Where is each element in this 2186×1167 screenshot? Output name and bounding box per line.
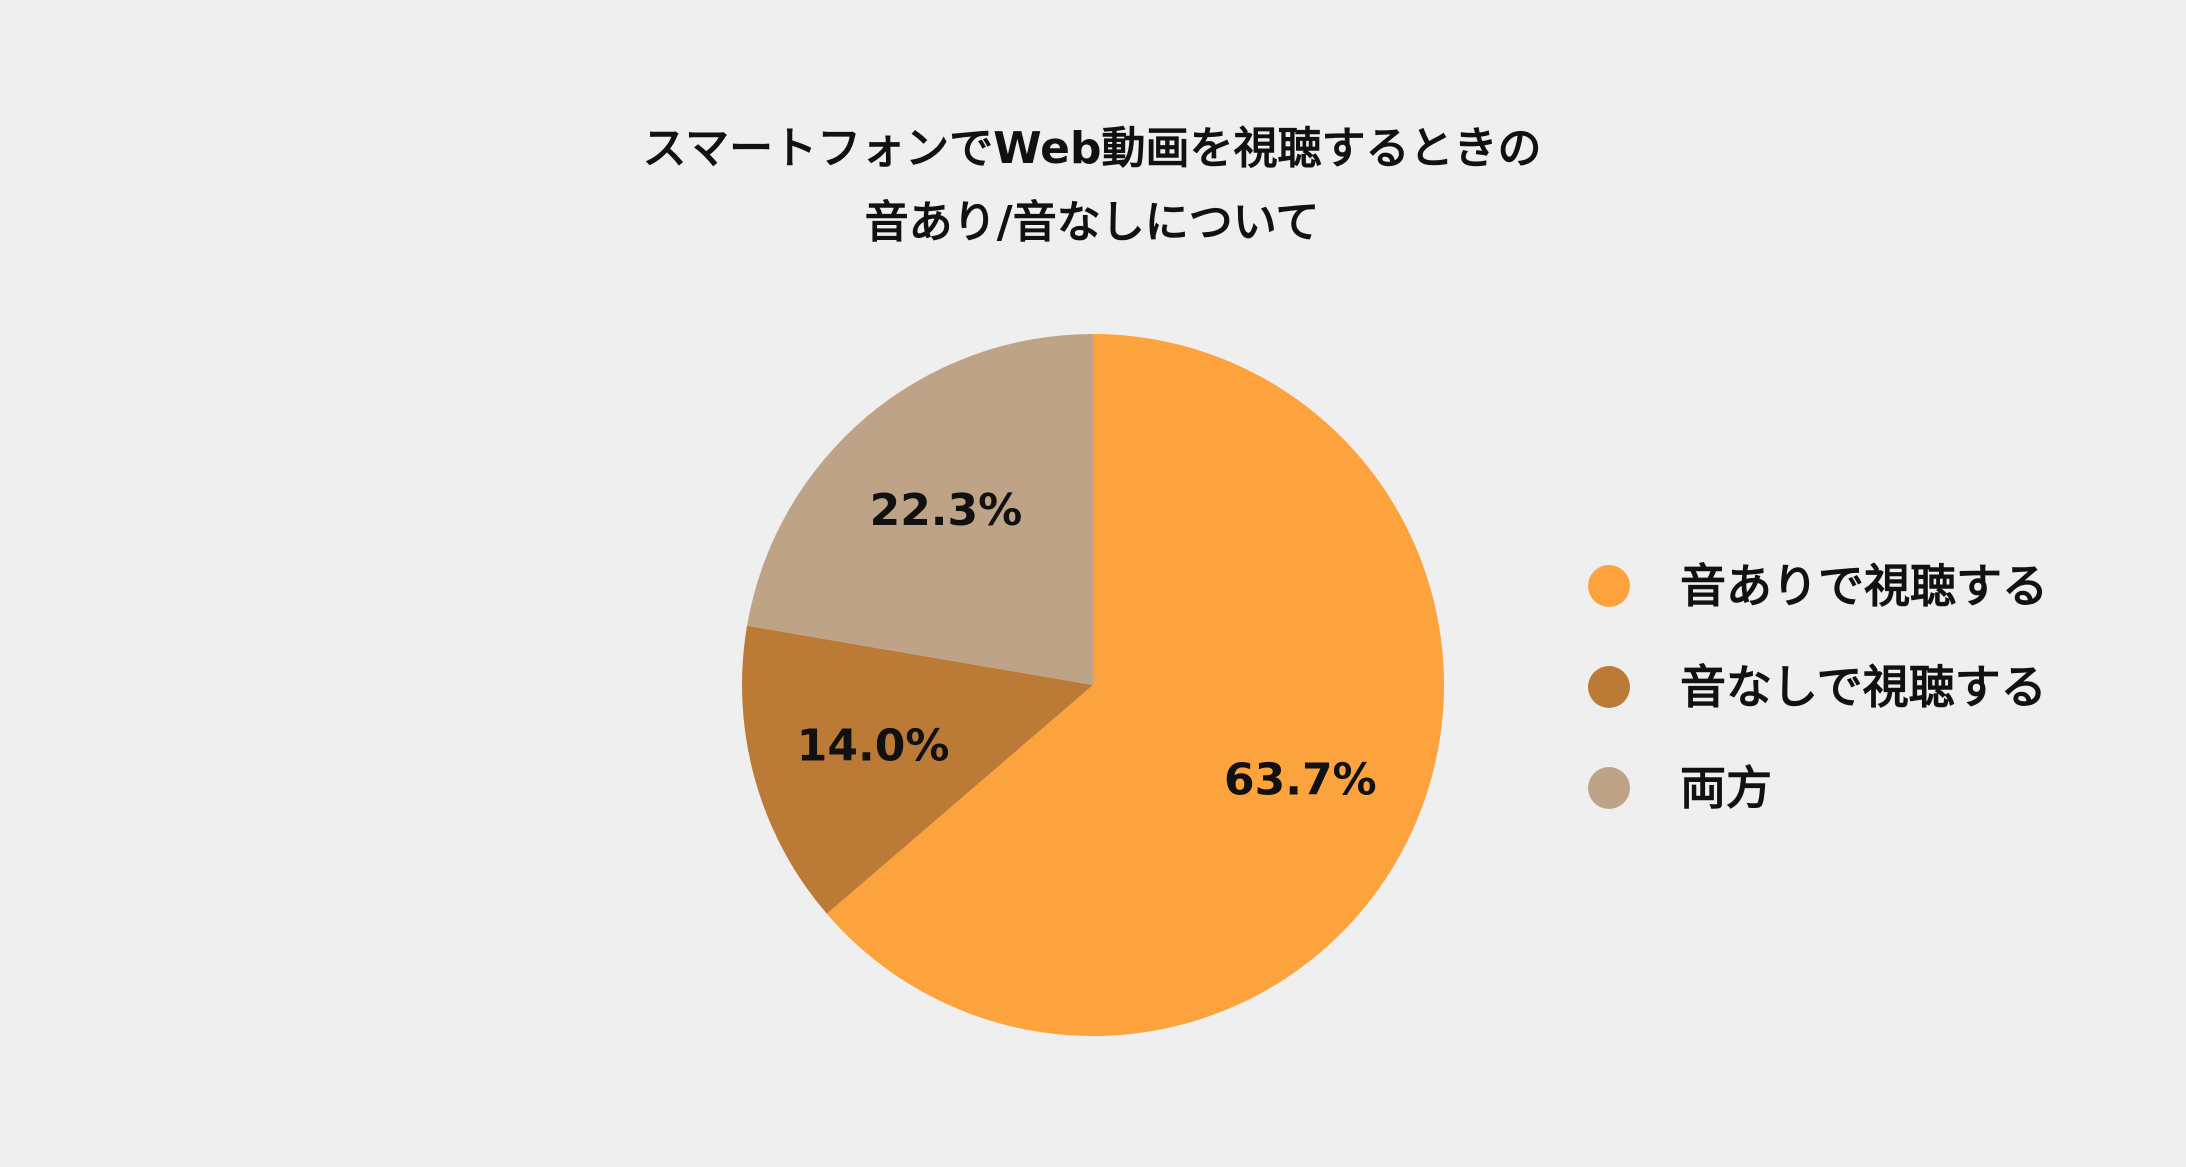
legend-label-both: 両方 xyxy=(1680,760,1772,815)
slice-label-sound-off: 14.0% xyxy=(797,720,950,771)
legend-swatch-both xyxy=(1588,766,1630,809)
legend: 音ありで視聴する 音なしで視聴する 両方 xyxy=(1588,535,2048,838)
chart-title-line-1: スマートフォンでWeb動画を視聴するときの xyxy=(642,123,1542,174)
legend-item-both: 両方 xyxy=(1588,737,2048,838)
legend-label-sound-off: 音なしで視聴する xyxy=(1680,659,2047,714)
pie-slices xyxy=(741,334,1444,1036)
slice-label-sound-on: 63.7% xyxy=(1224,755,1377,806)
pie-slice-both xyxy=(747,334,1093,685)
pie-slice-sound-on xyxy=(826,334,1444,1036)
legend-item-sound-off: 音なしで視聴する xyxy=(1588,636,2048,737)
chart-title-line-2: 音あり/音なしについて xyxy=(864,197,1320,248)
pie-slice-sound-off xyxy=(741,625,1093,914)
legend-item-sound-on: 音ありで視聴する xyxy=(1588,535,2048,636)
legend-swatch-sound-off xyxy=(1588,665,1630,708)
slice-label-both: 22.3% xyxy=(870,485,1023,536)
chart-title: スマートフォンでWeb動画を視聴するときの 音あり/音なしについて xyxy=(0,112,2186,260)
legend-label-sound-on: 音ありで視聴する xyxy=(1680,558,2048,613)
legend-swatch-sound-on xyxy=(1588,564,1630,607)
pie-slice-labels: 63.7% 14.0% 22.3% xyxy=(797,485,1377,806)
